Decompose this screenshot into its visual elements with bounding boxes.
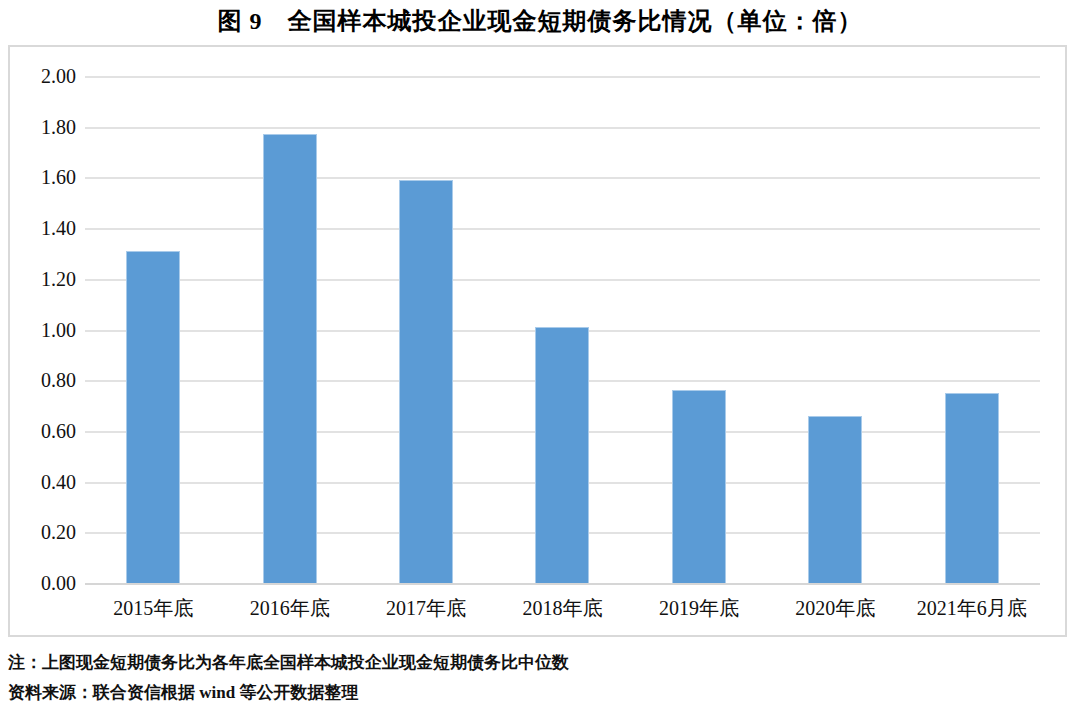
- bar-slot: [85, 76, 221, 583]
- x-tick-label: 2021年6月底: [904, 595, 1040, 622]
- bar-2019年底: [672, 390, 726, 583]
- y-tick-label: 1.80: [16, 115, 76, 138]
- bar-series: [85, 76, 1040, 583]
- bar-slot: [221, 76, 357, 583]
- chart-title: 图 9 全国样本城投企业现金短期债务比情况（单位：倍）: [0, 5, 1080, 37]
- y-tick-label: 1.20: [16, 267, 76, 290]
- y-tick-label: 1.40: [16, 217, 76, 240]
- y-tick-label: 1.00: [16, 318, 76, 341]
- bar-2015年底: [126, 251, 180, 583]
- x-tick-label: 2018年底: [494, 595, 630, 622]
- bar-slot: [631, 76, 767, 583]
- y-tick-label: 0.00: [16, 572, 76, 595]
- x-tick-label: 2015年底: [85, 595, 221, 622]
- x-axis-tick-labels: 2015年底2016年底2017年底2018年底2019年底2020年底2021…: [85, 595, 1040, 622]
- bar-2021年6月底: [945, 393, 999, 583]
- bar-slot: [767, 76, 903, 583]
- bar-2016年底: [263, 134, 317, 583]
- figure-page: 图 9 全国样本城投企业现金短期债务比情况（单位：倍） 0.00 0.20 0.40…: [0, 0, 1080, 721]
- x-tick-label: 2020年底: [767, 595, 903, 622]
- footnote-definition: 注：上图现金短期债务比为各年底全国样本城投企业现金短期债务比中位数: [8, 648, 1068, 678]
- y-tick-label: 0.60: [16, 419, 76, 442]
- bar-2017年底: [399, 180, 453, 583]
- y-tick-label: 0.40: [16, 470, 76, 493]
- x-tick-label: 2017年底: [358, 595, 494, 622]
- chart-area: 0.00 0.20 0.40 0.60 0.80 1.00 1.20 1.40 1.60 1.80…: [8, 45, 1067, 637]
- y-tick-label: 0.80: [16, 369, 76, 392]
- bar-slot: [904, 76, 1040, 583]
- y-tick-label: 2.00: [16, 65, 76, 88]
- footnotes: 注：上图现金短期债务比为各年底全国样本城投企业现金短期债务比中位数 资料来源：联…: [8, 648, 1068, 708]
- plot-area: [85, 76, 1040, 583]
- x-axis-line: [85, 583, 1040, 585]
- x-tick-label: 2016年底: [221, 595, 357, 622]
- footnote-source: 资料来源：联合资信根据 wind 等公开数据整理: [8, 678, 1068, 708]
- bar-2018年底: [535, 327, 589, 583]
- x-tick-label: 2019年底: [631, 595, 767, 622]
- y-tick-label: 1.60: [16, 166, 76, 189]
- bar-slot: [494, 76, 630, 583]
- bar-slot: [358, 76, 494, 583]
- bar-2020年底: [808, 416, 862, 583]
- y-tick-label: 0.20: [16, 521, 76, 544]
